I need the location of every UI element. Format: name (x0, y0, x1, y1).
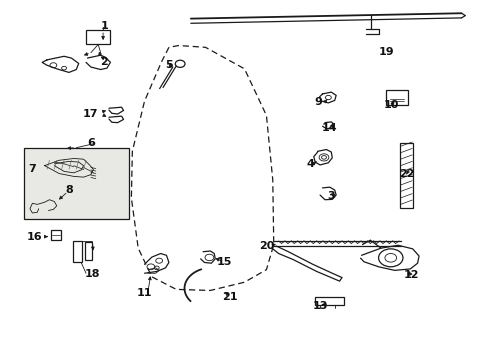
Text: 10: 10 (383, 100, 399, 111)
Text: 15: 15 (216, 257, 231, 267)
Text: 4: 4 (306, 159, 314, 169)
Text: 20: 20 (258, 241, 274, 251)
Bar (86, 30, 110, 44)
Bar (24, 148, 129, 220)
Text: 6: 6 (87, 138, 95, 148)
Bar (399, 143, 412, 208)
Bar (315, 297, 344, 305)
Text: 19: 19 (378, 46, 394, 57)
Text: 3: 3 (327, 191, 334, 201)
Text: 11: 11 (137, 288, 152, 298)
Text: 5: 5 (165, 59, 172, 69)
Text: 16: 16 (27, 232, 42, 242)
Text: 12: 12 (403, 270, 418, 280)
Bar (385, 90, 407, 105)
Text: 2: 2 (100, 57, 108, 67)
Text: 22: 22 (398, 168, 413, 179)
Text: 21: 21 (222, 292, 237, 302)
Bar (73, 241, 81, 262)
Text: 14: 14 (321, 123, 336, 133)
Text: 9: 9 (314, 97, 322, 107)
Bar (84, 242, 92, 260)
Bar (51, 230, 61, 240)
Text: 17: 17 (83, 109, 99, 119)
Text: 18: 18 (84, 269, 100, 279)
Text: 7: 7 (28, 163, 36, 174)
Text: 8: 8 (65, 185, 73, 195)
Text: 13: 13 (312, 301, 327, 311)
Text: 1: 1 (100, 21, 108, 31)
